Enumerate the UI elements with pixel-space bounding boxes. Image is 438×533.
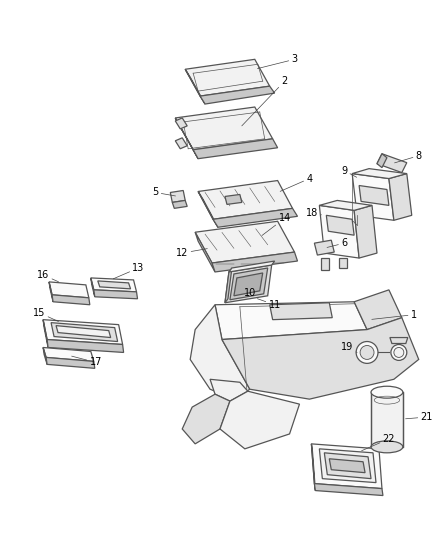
Polygon shape [200, 86, 275, 104]
Text: 18: 18 [306, 208, 321, 219]
Ellipse shape [371, 386, 403, 398]
Polygon shape [215, 302, 367, 340]
Polygon shape [230, 268, 268, 300]
Polygon shape [371, 392, 403, 447]
Polygon shape [352, 168, 407, 179]
Polygon shape [43, 348, 94, 361]
Polygon shape [172, 200, 187, 208]
Text: 15: 15 [33, 308, 59, 321]
Polygon shape [175, 138, 187, 149]
Polygon shape [354, 290, 402, 329]
Polygon shape [47, 340, 124, 352]
Polygon shape [46, 358, 95, 368]
Polygon shape [182, 394, 230, 444]
Polygon shape [198, 181, 293, 219]
Polygon shape [198, 191, 218, 227]
Ellipse shape [394, 348, 404, 358]
Polygon shape [339, 258, 347, 268]
Polygon shape [329, 459, 365, 473]
Text: 8: 8 [395, 151, 422, 163]
Polygon shape [314, 483, 383, 496]
Polygon shape [354, 205, 377, 258]
Ellipse shape [356, 342, 378, 364]
Ellipse shape [360, 345, 374, 359]
Polygon shape [352, 174, 394, 220]
Polygon shape [190, 305, 250, 399]
Polygon shape [225, 268, 232, 303]
Text: 9: 9 [341, 166, 357, 177]
Polygon shape [319, 205, 359, 258]
Ellipse shape [391, 344, 407, 360]
Polygon shape [175, 118, 187, 129]
Polygon shape [52, 295, 90, 305]
Polygon shape [49, 282, 53, 302]
Text: 3: 3 [258, 54, 297, 69]
Polygon shape [213, 208, 297, 227]
Polygon shape [326, 215, 354, 235]
Polygon shape [185, 59, 270, 96]
Polygon shape [319, 200, 372, 211]
Polygon shape [377, 154, 387, 168]
Text: 4: 4 [280, 174, 312, 191]
Polygon shape [270, 303, 332, 320]
Ellipse shape [371, 441, 403, 453]
Polygon shape [390, 337, 408, 343]
Polygon shape [319, 449, 376, 482]
Polygon shape [220, 391, 300, 449]
Polygon shape [314, 240, 334, 255]
Text: 6: 6 [327, 238, 347, 248]
Polygon shape [195, 232, 215, 272]
Polygon shape [185, 69, 205, 104]
Text: 19: 19 [341, 343, 357, 352]
Polygon shape [234, 273, 263, 296]
Polygon shape [56, 326, 111, 337]
Text: 17: 17 [72, 356, 102, 367]
Polygon shape [43, 320, 123, 344]
Polygon shape [98, 281, 131, 289]
Text: 22: 22 [362, 434, 395, 451]
Polygon shape [195, 221, 294, 263]
Polygon shape [175, 107, 273, 150]
Text: 2: 2 [242, 76, 288, 126]
Text: 5: 5 [152, 188, 176, 197]
Polygon shape [377, 154, 407, 173]
Polygon shape [193, 139, 278, 159]
Polygon shape [210, 379, 248, 401]
Polygon shape [222, 318, 419, 399]
Polygon shape [175, 118, 198, 159]
Polygon shape [49, 282, 89, 298]
Polygon shape [311, 444, 315, 490]
Polygon shape [321, 258, 329, 270]
Text: 12: 12 [176, 248, 207, 258]
Text: 14: 14 [262, 213, 291, 236]
Polygon shape [43, 320, 48, 348]
Polygon shape [91, 278, 95, 297]
Polygon shape [94, 290, 138, 299]
Polygon shape [225, 195, 242, 204]
Text: 11: 11 [258, 298, 281, 310]
Polygon shape [91, 278, 137, 292]
Polygon shape [51, 322, 118, 342]
Polygon shape [225, 265, 272, 303]
Text: 1: 1 [372, 310, 417, 320]
Polygon shape [389, 174, 412, 220]
Text: 13: 13 [113, 263, 145, 279]
Text: 16: 16 [37, 270, 58, 282]
Polygon shape [212, 252, 297, 272]
Text: 10: 10 [244, 288, 256, 298]
Polygon shape [170, 190, 185, 203]
Polygon shape [311, 444, 382, 489]
Polygon shape [43, 348, 47, 365]
Polygon shape [229, 261, 275, 272]
Polygon shape [324, 453, 371, 479]
Text: 21: 21 [406, 412, 433, 422]
Polygon shape [359, 185, 389, 205]
